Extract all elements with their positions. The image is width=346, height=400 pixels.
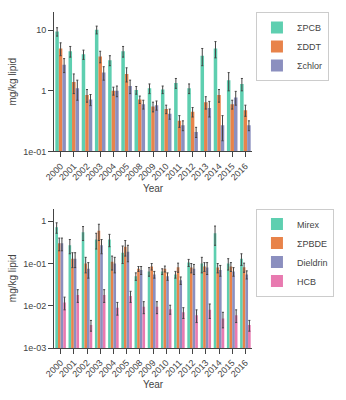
svg-text:1e-03: 1e-03 xyxy=(23,343,46,353)
svg-text:2012: 2012 xyxy=(176,161,197,182)
svg-text:2002: 2002 xyxy=(70,358,91,379)
svg-text:1: 1 xyxy=(41,86,46,96)
svg-text:ΣPBDE: ΣPBDE xyxy=(297,239,327,249)
svg-text:mg/kg lipid: mg/kg lipid xyxy=(7,254,18,302)
svg-text:2000: 2000 xyxy=(44,161,65,182)
svg-text:2008: 2008 xyxy=(123,161,144,182)
svg-text:HCB: HCB xyxy=(297,277,316,287)
svg-text:1e-01: 1e-01 xyxy=(23,147,46,157)
svg-text:2011: 2011 xyxy=(163,358,184,379)
svg-text:2013: 2013 xyxy=(189,358,210,379)
svg-text:2010: 2010 xyxy=(150,161,171,182)
svg-text:2015: 2015 xyxy=(216,358,237,379)
svg-text:2000: 2000 xyxy=(44,358,65,379)
svg-text:ΣPCB: ΣPCB xyxy=(297,23,321,33)
svg-text:2016: 2016 xyxy=(229,161,250,182)
svg-text:2010: 2010 xyxy=(150,358,171,379)
svg-text:Year: Year xyxy=(143,183,164,194)
svg-text:2016: 2016 xyxy=(229,358,250,379)
svg-text:2008: 2008 xyxy=(123,358,144,379)
svg-text:2014: 2014 xyxy=(202,358,223,379)
svg-text:Σchlor: Σchlor xyxy=(297,61,322,71)
svg-text:2005: 2005 xyxy=(110,161,131,182)
svg-text:2001: 2001 xyxy=(57,358,78,379)
svg-text:2002: 2002 xyxy=(70,161,91,182)
svg-text:Mirex: Mirex xyxy=(297,220,319,230)
svg-text:10: 10 xyxy=(36,25,46,35)
svg-text:1: 1 xyxy=(41,216,46,226)
svg-text:2005: 2005 xyxy=(110,358,131,379)
svg-text:2009: 2009 xyxy=(136,161,157,182)
svg-text:2011: 2011 xyxy=(163,161,184,182)
svg-text:2012: 2012 xyxy=(176,358,197,379)
svg-text:2003: 2003 xyxy=(84,161,105,182)
svg-text:ΣDDT: ΣDDT xyxy=(297,42,322,52)
svg-text:2004: 2004 xyxy=(97,161,118,182)
svg-text:2013: 2013 xyxy=(189,161,210,182)
svg-text:2014: 2014 xyxy=(202,161,223,182)
svg-text:2015: 2015 xyxy=(216,161,237,182)
svg-text:Dieldrin: Dieldrin xyxy=(297,258,328,268)
svg-text:1e-01: 1e-01 xyxy=(23,259,46,269)
svg-text:mg/kg lipid: mg/kg lipid xyxy=(7,58,18,106)
svg-text:2004: 2004 xyxy=(97,358,118,379)
svg-text:1e-02: 1e-02 xyxy=(23,301,46,311)
svg-text:2001: 2001 xyxy=(57,161,78,182)
svg-text:Year: Year xyxy=(143,379,164,390)
svg-text:2009: 2009 xyxy=(136,358,157,379)
svg-text:2003: 2003 xyxy=(84,358,105,379)
